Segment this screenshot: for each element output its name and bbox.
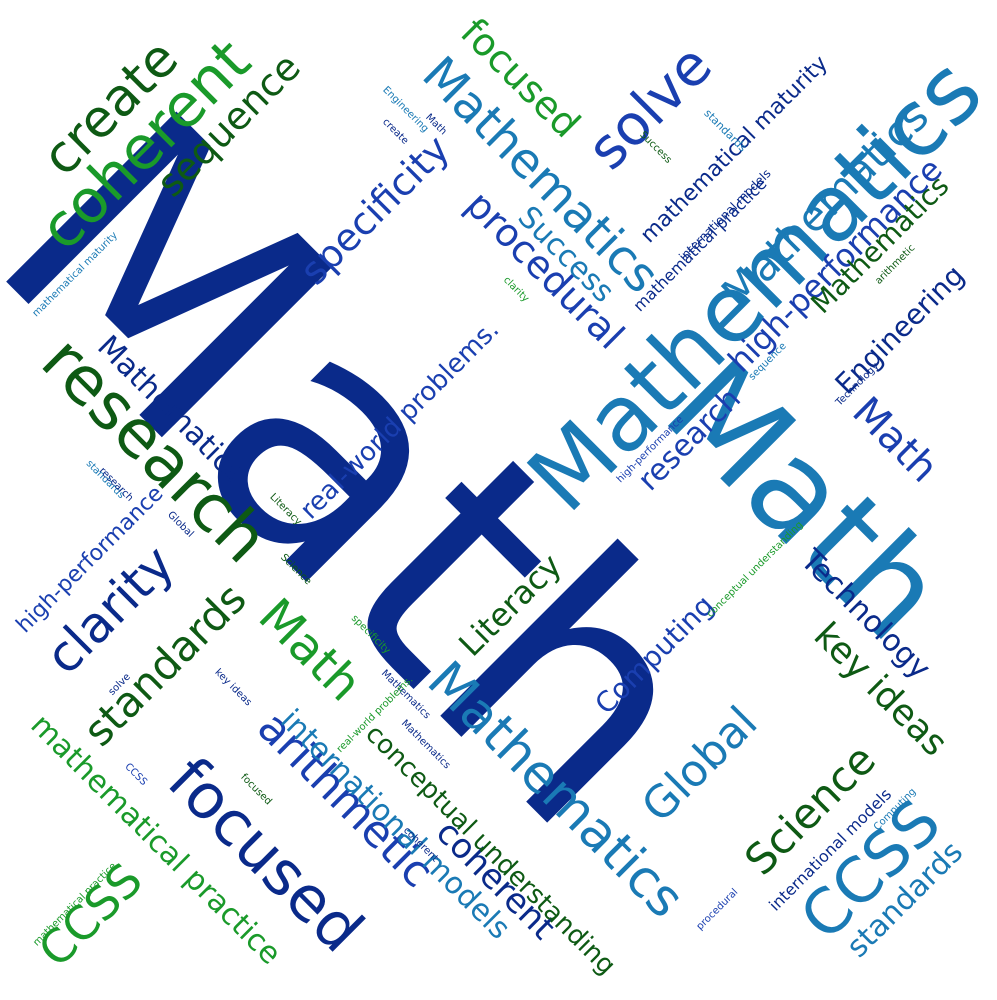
- word-key-ideas-tiny: key ideas: [211, 667, 254, 709]
- word-procedural-tiny: procedural: [694, 886, 741, 933]
- word-create-tiny: create: [380, 116, 411, 147]
- word-solve: solve: [574, 32, 725, 183]
- word-ccss-left: CCSS: [27, 852, 153, 978]
